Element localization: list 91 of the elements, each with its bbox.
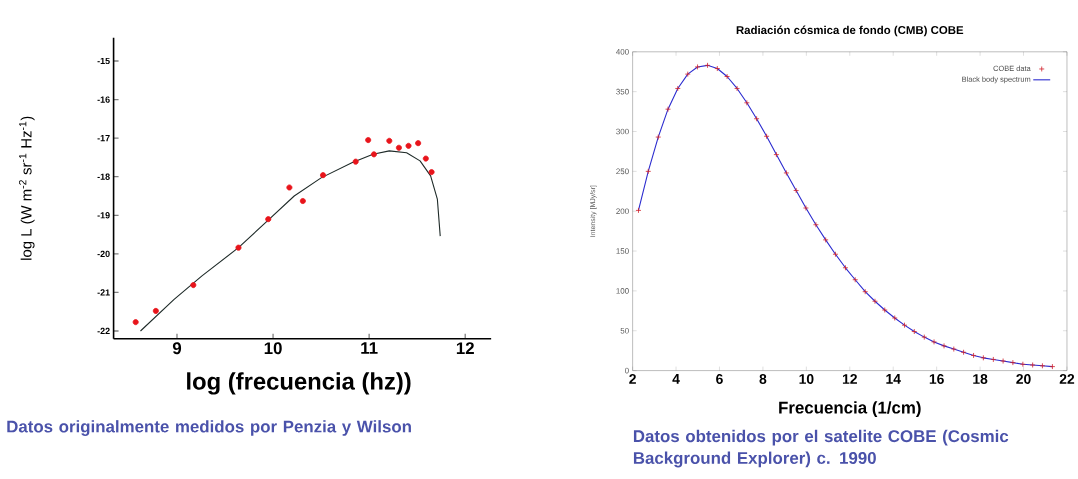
x-tick-label: 12: [842, 374, 857, 384]
point: [422, 155, 429, 162]
point: [405, 142, 412, 149]
x-tick-label: 18: [973, 374, 988, 384]
point: [960, 349, 967, 356]
point: [655, 134, 662, 140]
x-tick-label: 14: [886, 374, 901, 384]
x-axis-title: log (frecuencia (hz)): [187, 372, 411, 395]
point: [743, 99, 750, 106]
point: [921, 334, 928, 340]
point: [1009, 359, 1016, 366]
point: [970, 352, 977, 359]
x-tick-label: 10: [264, 342, 282, 355]
point: [793, 187, 800, 194]
point: [286, 184, 293, 191]
point: [813, 221, 819, 228]
x-tick-label: 22: [1059, 374, 1075, 384]
line-series: [637, 64, 1053, 368]
y-axis-title: log L (W m$^{-2}$ sr$^{-1}$ Hz$^{-1}$): [19, 116, 35, 260]
point: [753, 115, 760, 122]
point: [694, 63, 701, 70]
point: [635, 207, 642, 214]
point: [645, 168, 652, 175]
point: [386, 137, 393, 144]
point: [842, 264, 849, 271]
point: [190, 282, 197, 289]
point: [931, 338, 937, 345]
text: Datos obtenidos por el satelite COBE (Cosmic Background Explorer) c. 1990: [633, 429, 1009, 468]
x-tick-label: 20: [1016, 374, 1031, 384]
point: [881, 307, 888, 313]
point: [891, 315, 898, 321]
point: [941, 342, 947, 349]
point: [990, 356, 997, 363]
point: [773, 151, 780, 158]
x-tick-label: 6: [716, 374, 723, 384]
x-tick-label: 4: [672, 374, 680, 384]
point: [950, 346, 957, 352]
x-tick-label: 2: [629, 374, 636, 384]
point: [911, 328, 918, 335]
chart-title: Radiación cósmica de fondo (CMB) COBE: [736, 25, 964, 37]
x-tick-label: 12: [456, 342, 474, 354]
point: [714, 65, 721, 72]
point: [832, 251, 839, 258]
point: [822, 236, 829, 243]
y-tick-label: -20: [97, 250, 110, 257]
line-series: [139, 150, 441, 332]
y-tick-label: -15: [97, 57, 110, 65]
point: [1019, 361, 1026, 368]
point: [901, 322, 908, 328]
point: [428, 169, 435, 175]
x-tick-label: 16: [929, 374, 944, 384]
point: [734, 85, 740, 92]
point: [320, 172, 327, 179]
point: [265, 216, 272, 223]
point: [1029, 362, 1036, 368]
point: [684, 71, 691, 77]
y-tick-label: -22: [97, 327, 110, 335]
point: [852, 276, 859, 283]
point: [783, 169, 790, 176]
point: [352, 158, 359, 165]
y-tick-label: -21: [97, 289, 110, 296]
point: [674, 85, 681, 92]
point: [152, 307, 159, 314]
point: [370, 151, 377, 158]
point: [1049, 363, 1056, 370]
y-tick-label: -16: [97, 96, 110, 103]
point: [862, 288, 869, 295]
x-axis-title: Frecuencia (1/cm): [779, 401, 921, 417]
point: [665, 106, 671, 112]
point: [1000, 358, 1006, 364]
point: [1039, 362, 1046, 369]
point: [365, 137, 372, 143]
point: [724, 73, 730, 80]
point: [415, 140, 422, 147]
y-tick-label: -18: [97, 173, 110, 180]
point: [704, 62, 711, 69]
x-tick-label: 11: [361, 342, 378, 354]
y-tick-label: -17: [97, 134, 110, 142]
point: [763, 133, 770, 140]
point: [980, 354, 987, 361]
point: [235, 244, 242, 251]
y-tick-label: -19: [97, 212, 110, 219]
point: [395, 144, 402, 151]
point: [299, 197, 306, 204]
point: [872, 298, 878, 305]
x-tick-label: 10: [799, 374, 814, 384]
x-tick-label: 9: [172, 342, 182, 355]
x-tick-label: 8: [759, 374, 767, 384]
point: [132, 319, 139, 326]
point: [803, 205, 809, 211]
text: Datos originalmente medidos por Penzia y Wilson: [7, 420, 411, 436]
